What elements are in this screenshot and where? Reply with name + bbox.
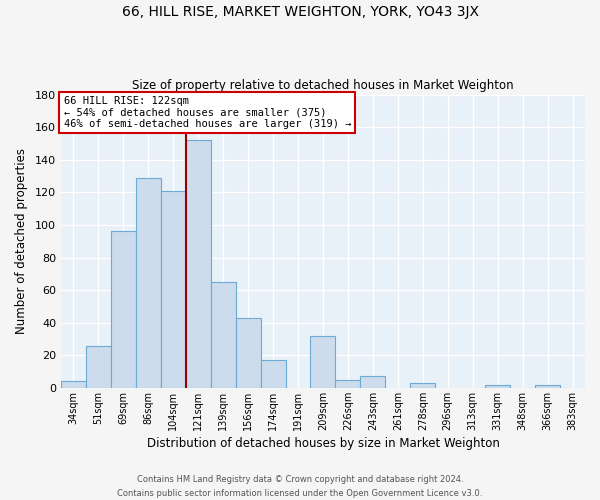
Bar [61, 382, 86, 388]
Text: 66 HILL RISE: 122sqm
← 54% of detached houses are smaller (375)
46% of semi-deta: 66 HILL RISE: 122sqm ← 54% of detached h… [64, 96, 351, 129]
Bar [136, 178, 161, 388]
Bar [335, 380, 361, 388]
Bar [535, 384, 560, 388]
Bar [86, 346, 111, 388]
Bar [485, 384, 510, 388]
Bar [111, 232, 136, 388]
Bar [236, 318, 260, 388]
Y-axis label: Number of detached properties: Number of detached properties [15, 148, 28, 334]
Bar [161, 190, 186, 388]
Bar [410, 383, 435, 388]
Bar [260, 360, 286, 388]
Bar [361, 376, 385, 388]
Bar [186, 140, 211, 388]
Title: Size of property relative to detached houses in Market Weighton: Size of property relative to detached ho… [132, 79, 514, 92]
Bar [310, 336, 335, 388]
Text: Contains HM Land Registry data © Crown copyright and database right 2024.
Contai: Contains HM Land Registry data © Crown c… [118, 476, 482, 498]
X-axis label: Distribution of detached houses by size in Market Weighton: Distribution of detached houses by size … [146, 437, 499, 450]
Bar [211, 282, 236, 388]
Text: 66, HILL RISE, MARKET WEIGHTON, YORK, YO43 3JX: 66, HILL RISE, MARKET WEIGHTON, YORK, YO… [121, 5, 479, 19]
